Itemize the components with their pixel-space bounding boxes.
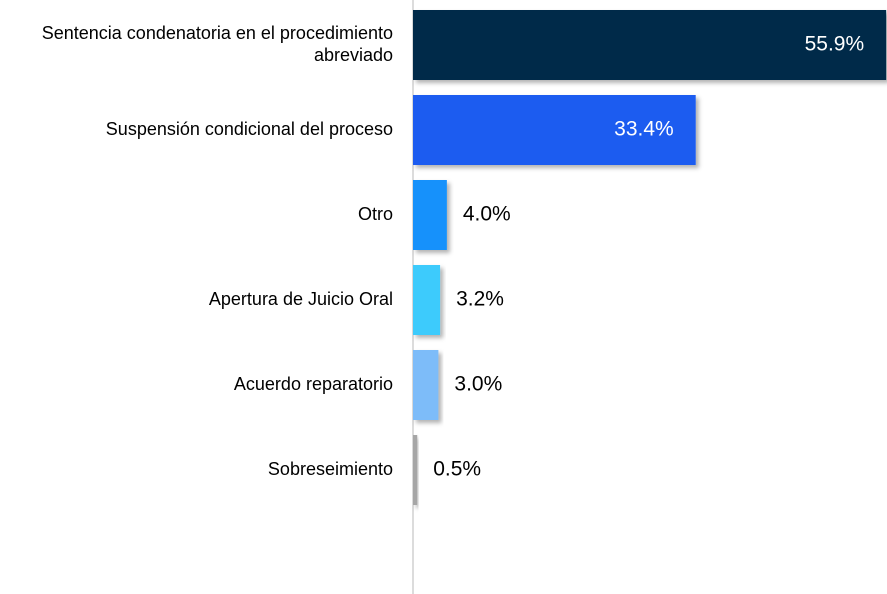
category-label: Suspensión condicional del proceso (106, 119, 393, 139)
value-label: 4.0% (463, 203, 511, 226)
bar (413, 350, 439, 420)
bar (413, 265, 441, 335)
bar (413, 180, 447, 250)
value-label: 33.4% (614, 118, 674, 141)
category-label: Sentencia condenatoria en el procedimien… (42, 23, 393, 65)
category-label: Sobreseimiento (268, 459, 393, 479)
category-label: Acuerdo reparatorio (234, 374, 393, 394)
bar (413, 10, 887, 80)
bar (413, 95, 696, 165)
value-label: 0.5% (433, 458, 481, 481)
category-label: Otro (358, 204, 393, 224)
category-label: Apertura de Juicio Oral (209, 289, 393, 309)
bar (413, 435, 418, 505)
value-label: 55.9% (805, 33, 865, 56)
value-label: 3.2% (456, 288, 504, 311)
value-label: 3.0% (454, 373, 502, 396)
